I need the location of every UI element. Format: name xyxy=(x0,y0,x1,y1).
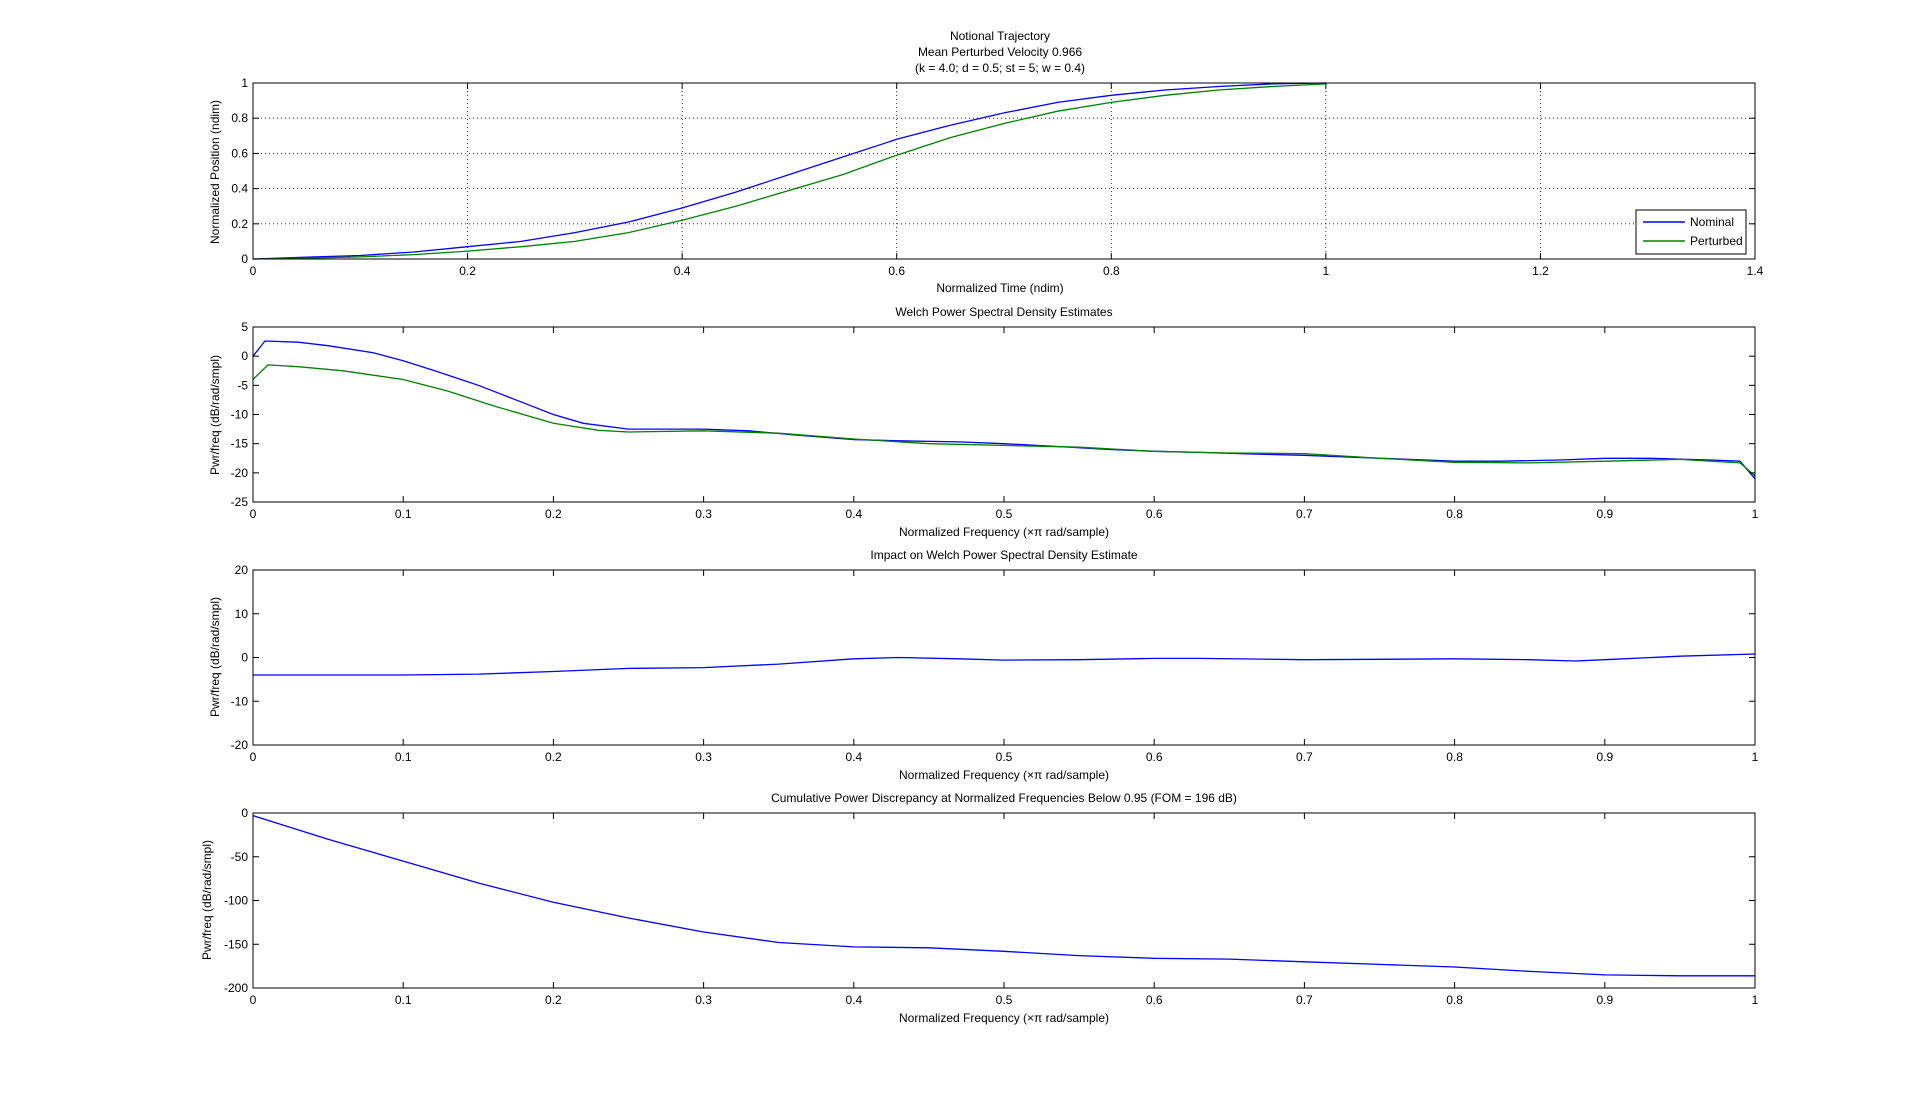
psd-x-tick-label: 0.3 xyxy=(695,507,712,521)
cumulative-x-tick-label: 0.8 xyxy=(1446,993,1463,1007)
trajectory-x-tick-label: 0.4 xyxy=(674,264,691,278)
impact-y-axis-label: Pwr/freq (dB/rad/smpl) xyxy=(208,597,222,717)
cumulative-x-tick-label: 0 xyxy=(250,993,257,1007)
impact-y-tick-label: 10 xyxy=(235,607,249,621)
cumulative-y-tick-label: -150 xyxy=(224,937,248,951)
psd-y-tick-label: -5 xyxy=(237,378,248,392)
trajectory-y-tick-label: 0.8 xyxy=(231,111,248,125)
psd-y-axis-label: Pwr/freq (dB/rad/smpl) xyxy=(208,355,222,475)
cumulative-panel: Cumulative Power Discrepancy at Normaliz… xyxy=(200,791,1759,1025)
cumulative-series-1-line xyxy=(252,814,1755,977)
impact-panel: Impact on Welch Power Spectral Density E… xyxy=(208,548,1759,782)
impact-x-tick-label: 0.8 xyxy=(1446,750,1463,764)
psd-x-tick-label: 0.2 xyxy=(545,507,562,521)
impact-x-tick-label: 0.4 xyxy=(845,750,862,764)
cumulative-x-axis-label: Normalized Frequency (×π rad/sample) xyxy=(899,1011,1109,1025)
trajectory-y-tick-label: 0.4 xyxy=(231,182,248,196)
cumulative-x-tick-label: 0.2 xyxy=(545,993,562,1007)
impact-x-tick-label: 0 xyxy=(250,750,257,764)
psd-y-tick-label: 5 xyxy=(241,320,248,334)
trajectory-x-tick-label: 0.2 xyxy=(459,264,476,278)
impact-x-tick-label: 1 xyxy=(1752,750,1759,764)
trajectory-x-tick-label: 0.6 xyxy=(888,264,905,278)
psd-x-tick-label: 1 xyxy=(1752,507,1759,521)
psd-panel: Welch Power Spectral Density Estimates N… xyxy=(208,305,1759,539)
impact-y-tick-label: -10 xyxy=(231,694,249,708)
impact-x-tick-label: 0.5 xyxy=(996,750,1013,764)
psd-x-tick-label: 0.1 xyxy=(395,507,412,521)
trajectory-x-tick-label: 1 xyxy=(1323,264,1330,278)
impact-x-tick-label: 0.7 xyxy=(1296,750,1313,764)
cumulative-y-tick-label: -100 xyxy=(224,894,248,908)
psd-y-tick-label: 0 xyxy=(241,349,248,363)
psd-y-tick-label: -20 xyxy=(231,466,249,480)
cumulative-x-tick-label: 1 xyxy=(1752,993,1759,1007)
cumulative-x-tick-label: 0.1 xyxy=(395,993,412,1007)
cumulative-x-tick-label: 0.4 xyxy=(845,993,862,1007)
cumulative-y-tick-label: 0 xyxy=(241,806,248,820)
trajectory-title-line-1: Notional Trajectory xyxy=(950,29,1050,43)
impact-plot-area xyxy=(253,570,1755,745)
impact-x-tick-label: 0.9 xyxy=(1596,750,1613,764)
psd-x-tick-label: 0.6 xyxy=(1146,507,1163,521)
psd-x-tick-label: 0 xyxy=(250,507,257,521)
psd-y-tick-label: -10 xyxy=(231,408,249,422)
impact-y-tick-label: 20 xyxy=(235,563,249,577)
trajectory-x-tick-label: 1.4 xyxy=(1747,264,1764,278)
trajectory-y-tick-label: 0.2 xyxy=(231,217,248,231)
psd-x-tick-label: 0.8 xyxy=(1446,507,1463,521)
cumulative-x-tick-label: 0.9 xyxy=(1596,993,1613,1007)
trajectory-x-tick-label: 0.8 xyxy=(1103,264,1120,278)
impact-x-tick-label: 0.1 xyxy=(395,750,412,764)
psd-y-tick-label: -15 xyxy=(231,437,249,451)
trajectory-axes-frame xyxy=(252,82,1756,260)
trajectory-y-tick-label: 0 xyxy=(241,252,248,266)
psd-series-1-line xyxy=(252,340,1756,480)
impact-y-tick-label: -20 xyxy=(231,738,249,752)
cumulative-x-tick-label: 0.5 xyxy=(996,993,1013,1007)
trajectory-nominal-line xyxy=(252,82,1326,260)
trajectory-y-tick-label: 0.6 xyxy=(231,146,248,160)
trajectory-y-axis-label: Normalized Position (ndim) xyxy=(208,100,222,244)
psd-title: Welch Power Spectral Density Estimates xyxy=(895,305,1112,319)
cumulative-x-tick-label: 0.3 xyxy=(695,993,712,1007)
cumulative-y-axis-label: Pwr/freq (dB/rad/smpl) xyxy=(200,840,214,960)
cumulative-y-tick-label: -50 xyxy=(231,850,249,864)
trajectory-title-line-3: (k = 4.0; d = 0.5; st = 5; w = 0.4) xyxy=(915,61,1085,75)
legend-entry-nominal: Nominal xyxy=(1690,215,1734,229)
trajectory-plot-area xyxy=(253,83,1755,259)
psd-y-tick-label: -25 xyxy=(231,495,249,509)
impact-title: Impact on Welch Power Spectral Density E… xyxy=(870,548,1138,562)
psd-x-tick-label: 0.7 xyxy=(1296,507,1313,521)
trajectory-panel: Notional Trajectory Mean Perturbed Veloc… xyxy=(208,29,1764,295)
cumulative-x-tick-label: 0.6 xyxy=(1146,993,1163,1007)
trajectory-legend: Nominal Perturbed xyxy=(1635,209,1747,255)
psd-x-tick-label: 0.5 xyxy=(996,507,1013,521)
psd-series-2-line xyxy=(252,364,1756,477)
legend-entry-perturbed: Perturbed xyxy=(1690,234,1743,248)
impact-x-tick-label: 0.6 xyxy=(1146,750,1163,764)
trajectory-y-tick-label: 1 xyxy=(241,76,248,90)
impact-x-axis-label: Normalized Frequency (×π rad/sample) xyxy=(899,768,1109,782)
trajectory-x-axis-label: Normalized Time (ndim) xyxy=(936,281,1063,295)
psd-plot-area xyxy=(253,327,1755,502)
legend-box xyxy=(1635,209,1747,255)
cumulative-title: Cumulative Power Discrepancy at Normaliz… xyxy=(771,791,1237,805)
impact-y-tick-label: 0 xyxy=(241,651,248,665)
cumulative-y-tick-label: -200 xyxy=(224,981,248,995)
cumulative-x-tick-label: 0.7 xyxy=(1296,993,1313,1007)
impact-x-tick-label: 0.3 xyxy=(695,750,712,764)
impact-x-tick-label: 0.2 xyxy=(545,750,562,764)
trajectory-x-tick-label: 0 xyxy=(250,264,257,278)
trajectory-perturbed-line xyxy=(252,83,1326,260)
trajectory-x-tick-label: 1.2 xyxy=(1532,264,1549,278)
cumulative-plot-area xyxy=(253,813,1755,988)
impact-series-1-line xyxy=(253,653,1756,676)
trajectory-title-line-2: Mean Perturbed Velocity 0.966 xyxy=(918,45,1082,59)
psd-x-tick-label: 0.4 xyxy=(845,507,862,521)
psd-x-tick-label: 0.9 xyxy=(1596,507,1613,521)
psd-x-axis-label: Normalized Frequency (×π rad/sample) xyxy=(899,525,1109,539)
